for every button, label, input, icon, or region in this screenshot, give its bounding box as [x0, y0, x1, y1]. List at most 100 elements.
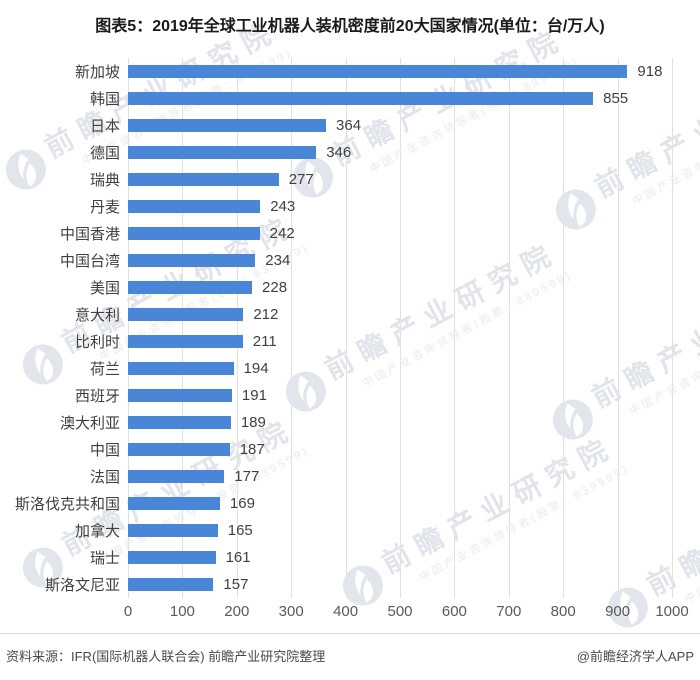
bar-row: 加拿大 165: [0, 517, 700, 544]
bar-track: 189: [128, 409, 672, 436]
bar: [128, 524, 218, 537]
credit-note: @前瞻经济学人APP: [576, 649, 694, 664]
bar: [128, 173, 279, 186]
value-label: 211: [252, 333, 277, 350]
bar-track: 187: [128, 436, 672, 463]
footer: 资料来源：IFR(国际机器人联合会) 前瞻产业研究院整理 @前瞻经济学人APP: [0, 646, 700, 665]
category-label: 美国: [89, 280, 120, 297]
gridline: [128, 58, 129, 598]
category-label: 澳大利亚: [59, 415, 120, 432]
category-label: 中国香港: [59, 226, 120, 243]
category-label: 加拿大: [74, 523, 120, 540]
footer-divider: [0, 633, 700, 634]
gridline: [617, 58, 619, 598]
category-label: 斯洛伐克共和国: [14, 496, 120, 513]
value-label: 212: [253, 306, 279, 323]
bar: [128, 362, 234, 375]
bar-row: 斯洛文尼亚 157: [0, 571, 700, 598]
category-label: 西班牙: [74, 388, 120, 405]
value-label: 242: [269, 225, 295, 242]
bar-track: 918: [128, 58, 672, 85]
bar-track: 346: [128, 139, 672, 166]
category-label: 荷兰: [89, 361, 120, 378]
bar-track: 234: [128, 247, 672, 274]
bar-row: 法国 177: [0, 463, 700, 490]
gridline: [563, 58, 565, 598]
x-tick-label: 900: [605, 603, 631, 620]
x-tick-label: 500: [387, 603, 413, 620]
category-label: 意大利: [74, 307, 120, 324]
bar: [128, 497, 220, 510]
value-label: 169: [229, 495, 255, 512]
value-label: 346: [326, 144, 352, 161]
value-label: 228: [262, 279, 288, 296]
category-label: 丹麦: [89, 199, 120, 216]
x-tick-label: 0: [123, 603, 133, 620]
bar-track: 157: [128, 571, 672, 598]
value-label: 234: [265, 252, 291, 269]
value-label: 918: [637, 63, 663, 80]
value-label: 855: [603, 90, 629, 107]
category-label: 瑞士: [89, 550, 120, 567]
bar-track: 165: [128, 517, 672, 544]
category-label: 法国: [89, 469, 120, 486]
category-label: 日本: [89, 118, 120, 135]
bar: [128, 551, 216, 564]
bar-track: 177: [128, 463, 672, 490]
category-label: 比利时: [74, 334, 120, 351]
category-label: 斯洛文尼亚: [44, 577, 120, 594]
bar-row: 新加坡 918: [0, 58, 700, 85]
bar-track: 194: [128, 355, 672, 382]
source-note: 资料来源：IFR(国际机器人联合会) 前瞻产业研究院整理: [6, 649, 326, 664]
rows-layer: 新加坡 918 韩国 855 日本 364 德国 346 瑞典 277 丹麦 243 中国香港 242 中国…: [0, 58, 700, 598]
category-label: 中国: [89, 442, 120, 459]
grid-layer: [128, 58, 673, 598]
bar: [128, 335, 243, 348]
category-label: 德国: [89, 145, 120, 162]
bar-track: 161: [128, 544, 672, 571]
bar-track: 191: [128, 382, 672, 409]
bar: [128, 416, 231, 429]
gridline: [291, 58, 293, 598]
x-tick-label: 700: [496, 603, 522, 620]
bar: [128, 470, 225, 483]
category-label: 瑞典: [89, 172, 120, 189]
gridline: [454, 58, 456, 598]
x-tick-label: 400: [333, 603, 359, 620]
value-label: 194: [243, 360, 269, 377]
value-label: 277: [288, 171, 314, 188]
value-label: 165: [227, 522, 253, 539]
bar-track: 855: [128, 85, 672, 112]
x-tick-label: 300: [278, 603, 304, 620]
gridline: [508, 58, 510, 598]
value-label: 177: [234, 468, 260, 485]
x-tick-label: 100: [169, 603, 195, 620]
bar-track: 212: [128, 301, 672, 328]
bar: [128, 92, 594, 105]
bar-track: 228: [128, 274, 672, 301]
x-tick-label: 600: [441, 603, 467, 620]
bar-row: 意大利 212: [0, 301, 700, 328]
bar: [128, 254, 256, 267]
bar: [128, 308, 244, 321]
value-label: 157: [223, 576, 249, 593]
bar-row: 韩国 855: [0, 85, 700, 112]
bar-track: 169: [128, 490, 672, 517]
value-label: 189: [240, 414, 266, 431]
bar-row: 瑞士 161: [0, 544, 700, 571]
bar-track: 242: [128, 220, 672, 247]
bar: [128, 146, 317, 159]
x-tick-label: 200: [224, 603, 250, 620]
bar-track: 211: [128, 328, 672, 355]
category-label: 韩国: [89, 91, 120, 108]
gridline: [400, 58, 401, 598]
bar-row: 日本 364: [0, 112, 700, 139]
bar-row: 比利时 211: [0, 328, 700, 355]
bar: [128, 389, 232, 402]
bar-row: 德国 346: [0, 139, 700, 166]
bar: [128, 200, 261, 213]
bar-track: 277: [128, 166, 672, 193]
bar-chart: 新加坡 918 韩国 855 日本 364 德国 346 瑞典 277 丹麦 243 中国香港 242 中国…: [0, 58, 700, 620]
value-label: 161: [225, 549, 251, 566]
